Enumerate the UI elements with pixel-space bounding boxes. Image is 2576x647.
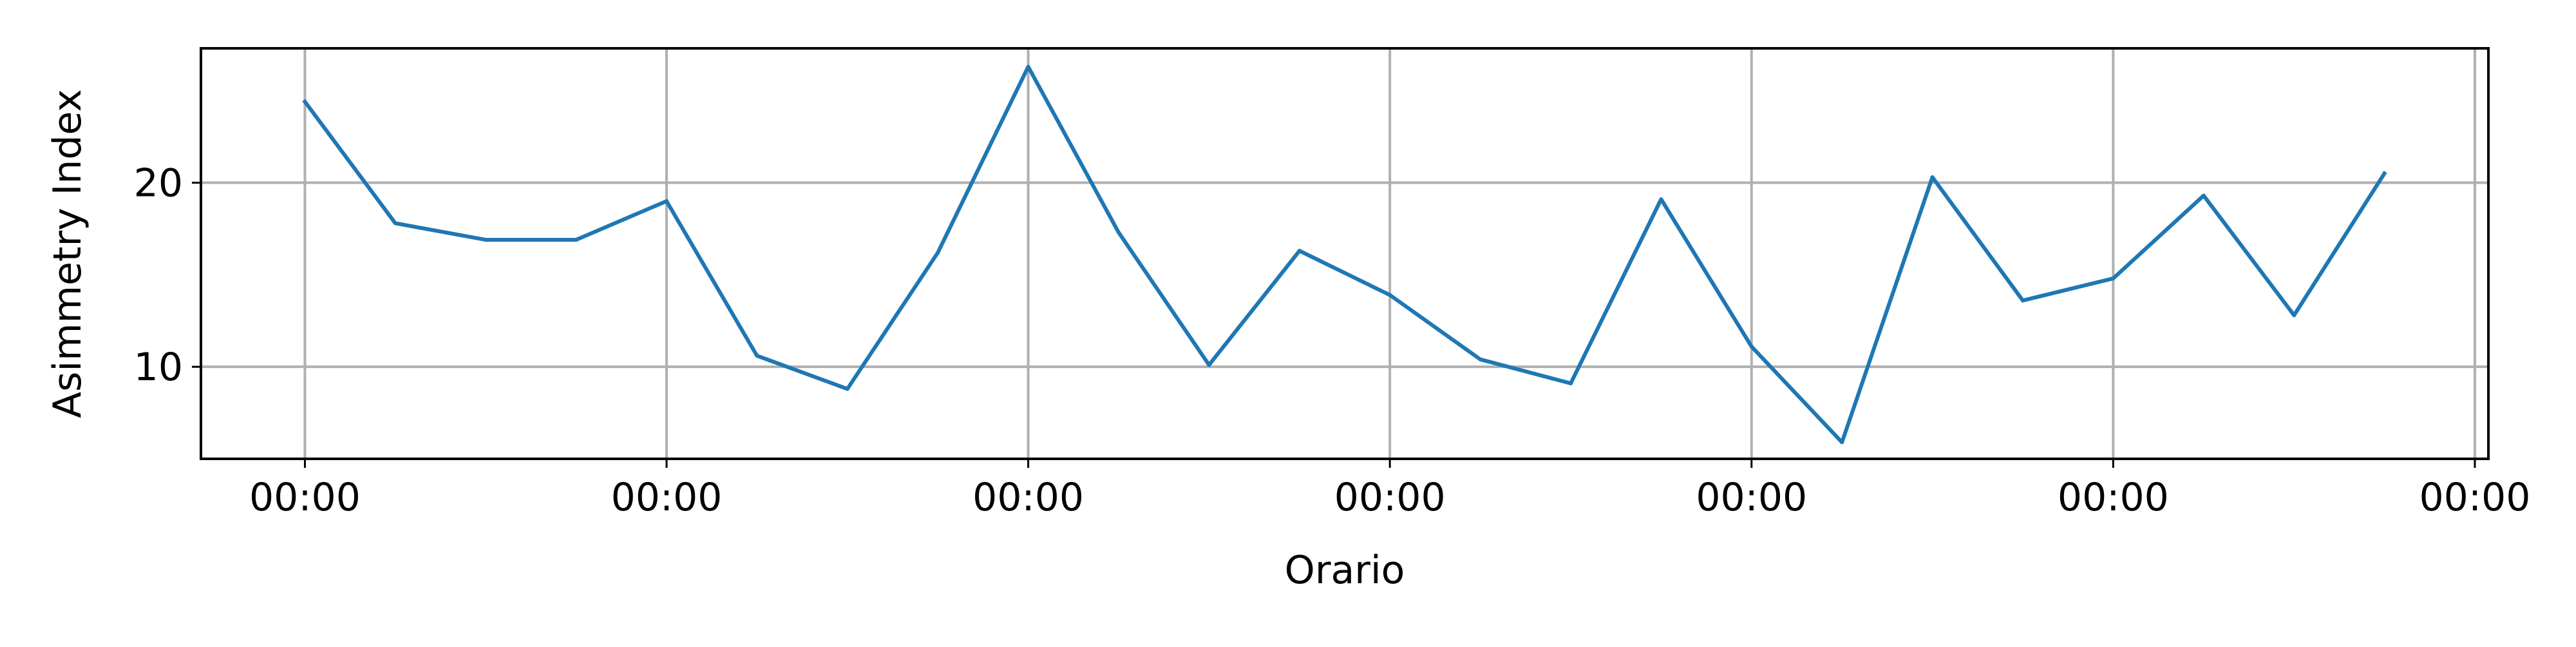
data-point [484, 238, 488, 242]
data-point [845, 387, 849, 391]
data-point [393, 221, 397, 226]
x-tick-label: 00:00 [2419, 475, 2530, 520]
x-tick-label: 00:00 [1696, 475, 1807, 520]
data-point [1117, 230, 1121, 235]
y-tick-label: 20 [134, 161, 183, 206]
series-layer [302, 64, 2387, 445]
data-point [1207, 363, 1211, 367]
data-point [574, 238, 578, 242]
series-line-1 [302, 64, 2387, 445]
x-tick-label: 00:00 [611, 475, 723, 520]
data-point [1840, 440, 1844, 445]
data-point [2111, 276, 2116, 281]
data-point [1026, 64, 1030, 69]
data-point [1659, 197, 1663, 202]
data-point [2382, 171, 2387, 176]
data-point [1749, 344, 1754, 349]
data-point [936, 251, 940, 255]
data-point [303, 99, 307, 104]
grid [201, 48, 2488, 459]
plot-frame [200, 47, 2490, 460]
data-point [1568, 381, 1573, 385]
y-axis-label: Asimmetry Index [45, 89, 90, 418]
data-point [755, 354, 759, 358]
y-tick-label: 10 [134, 345, 183, 390]
x-tick-label: 00:00 [972, 475, 1084, 520]
x-axis-label: Orario [1285, 548, 1405, 593]
x-tick-label: 00:00 [249, 475, 361, 520]
data-point [2020, 298, 2025, 303]
ticks: 00:00 00:00 00:00 00:00 00:00 00:00 00:00 10 20 [134, 161, 2531, 520]
data-point [665, 199, 669, 204]
data-point [1297, 249, 1302, 253]
x-tick-label: 00:00 [2058, 475, 2169, 520]
data-point [1478, 357, 1482, 362]
x-tick-label: 00:00 [1334, 475, 1446, 520]
data-point [1388, 293, 1392, 297]
data-point [2292, 313, 2297, 318]
data-point [1930, 175, 1935, 179]
data-point [2201, 193, 2206, 198]
